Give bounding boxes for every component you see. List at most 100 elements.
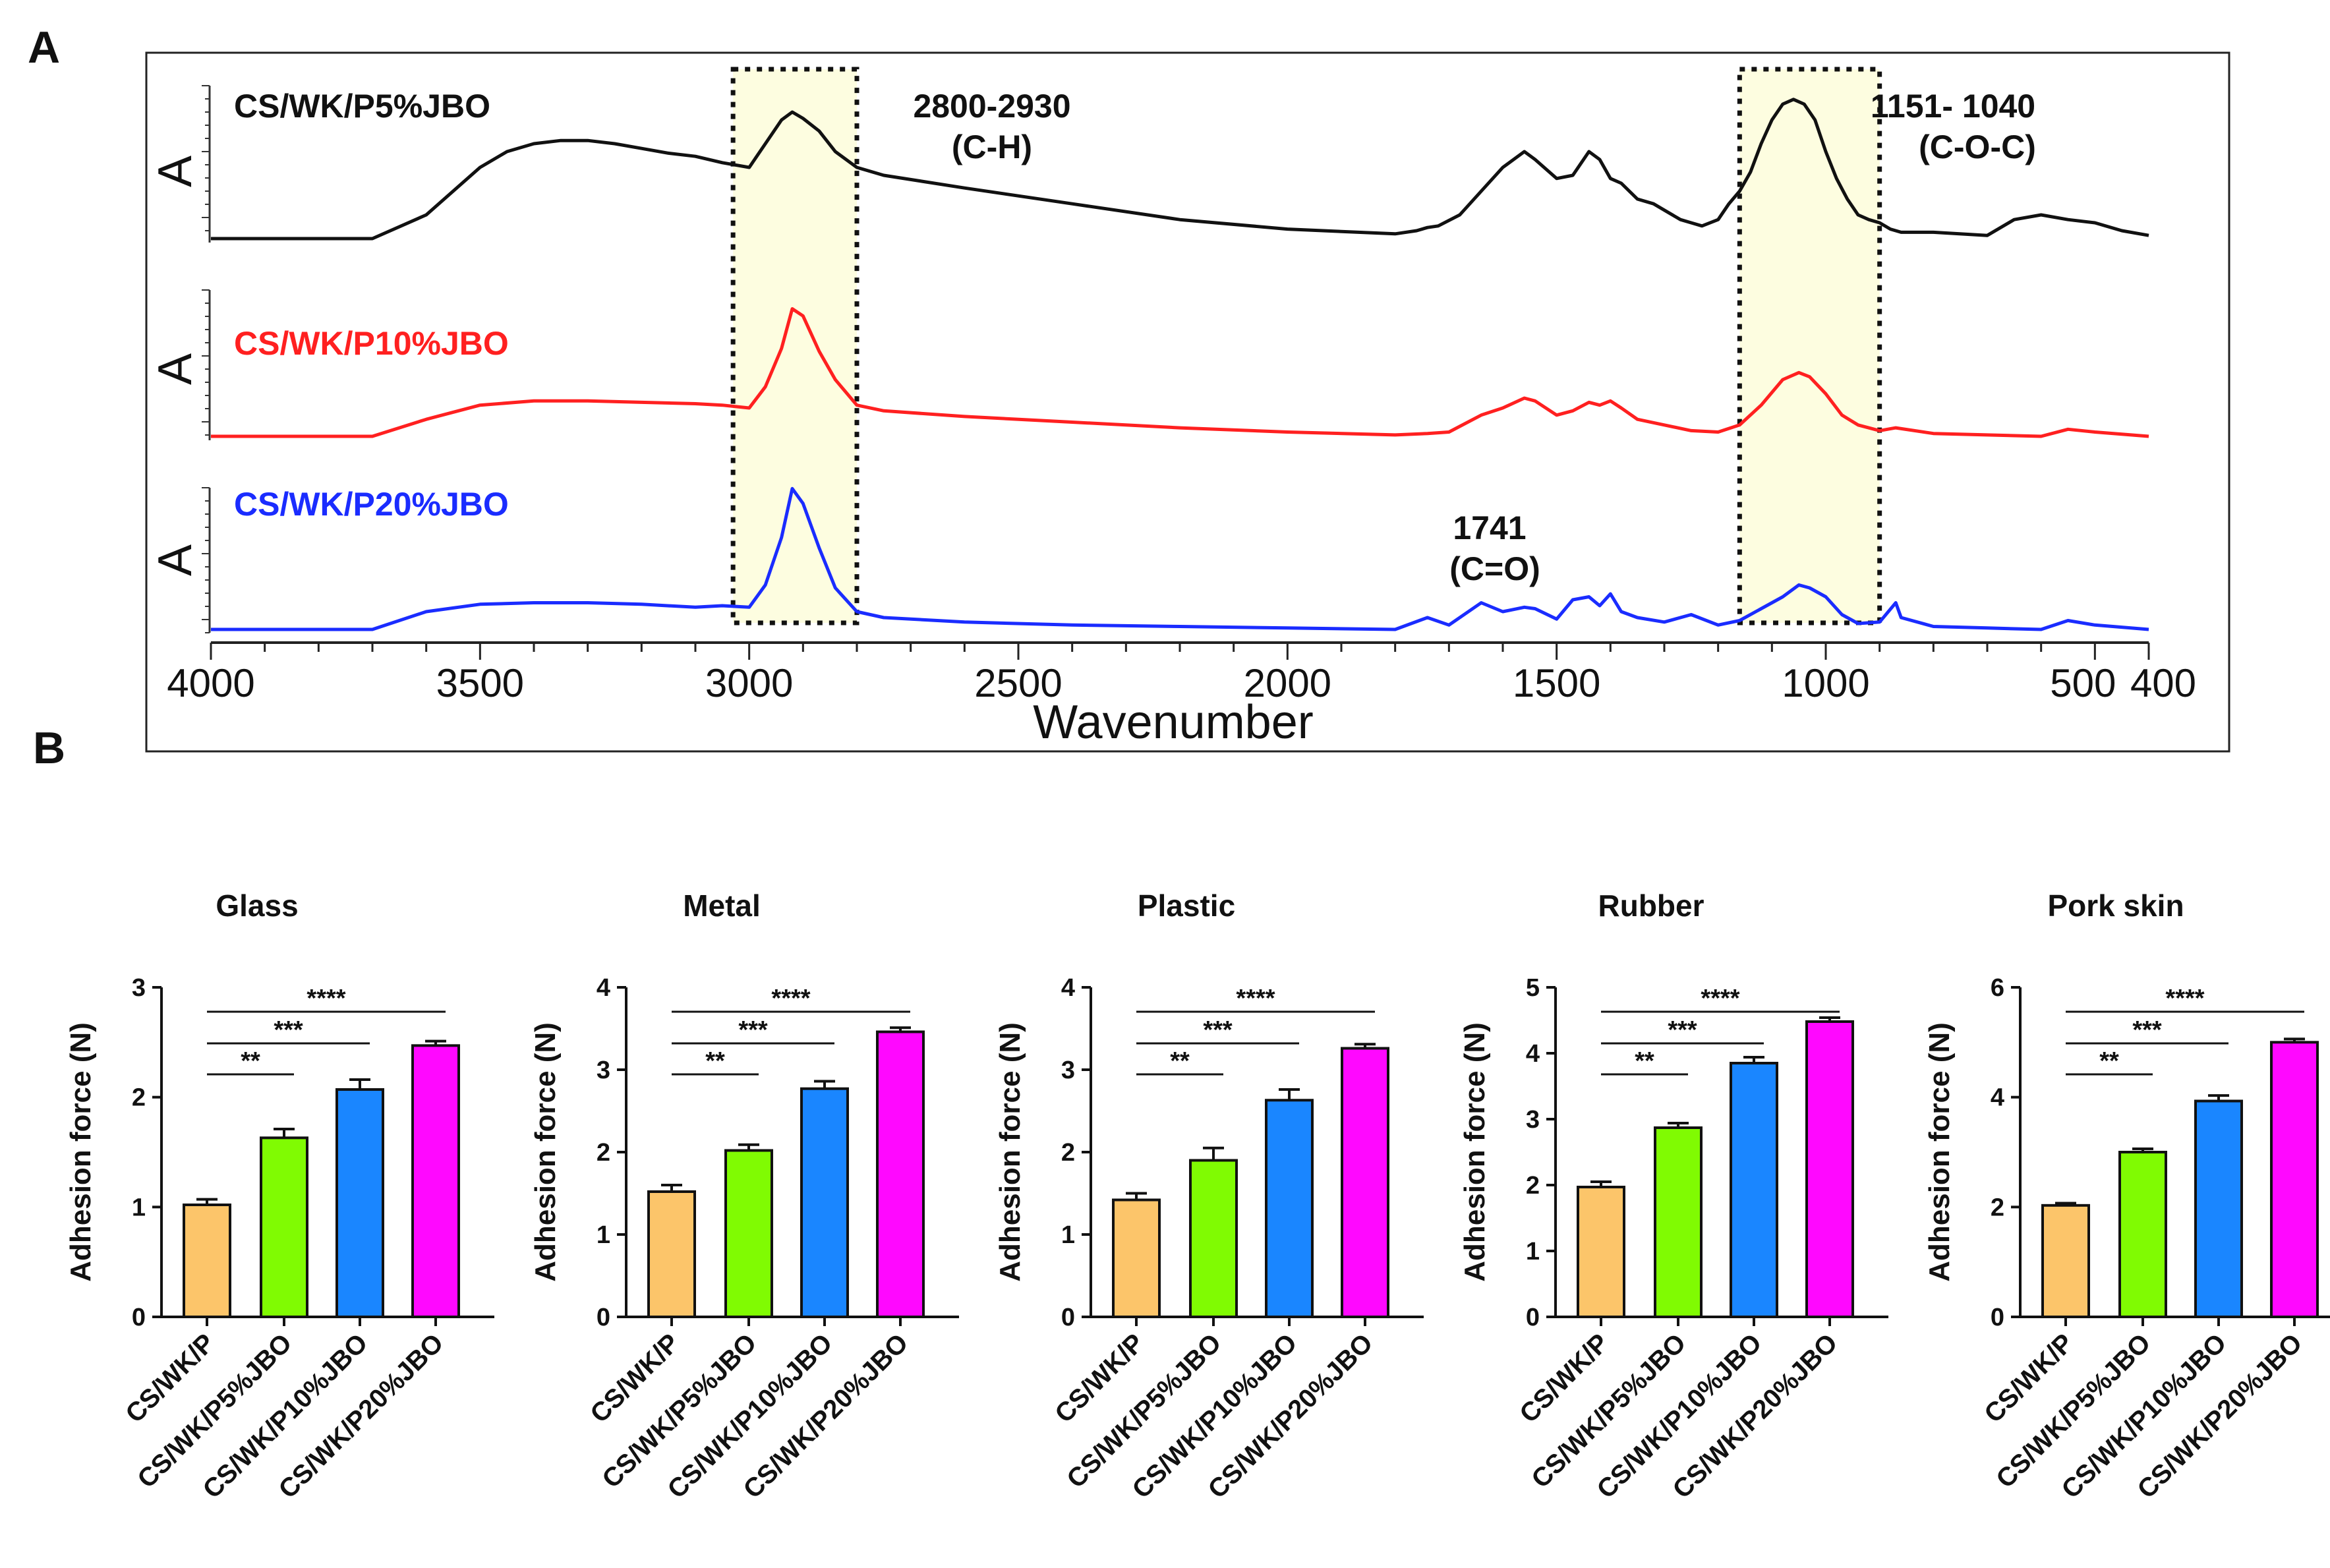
bar-y-tick-label: 4 — [597, 974, 610, 1002]
bar — [1730, 1062, 1778, 1318]
bar-y-tick-label: 4 — [1526, 1040, 1540, 1068]
bar — [1805, 1020, 1854, 1318]
panel-b-letter: B — [33, 723, 65, 773]
series-label-p20: CS/WK/P20%JBO — [234, 486, 509, 523]
bar-chart-title: Plastic — [1138, 888, 1235, 923]
ftir-trace-2 — [211, 307, 2149, 438]
ftir-x-tick-label: 4000 — [167, 661, 254, 705]
bar-y-tick-label: 2 — [1061, 1139, 1075, 1167]
bar-y-tick-label: 2 — [1526, 1172, 1540, 1200]
significance-label: *** — [738, 1016, 768, 1044]
bar-y-tick-label: 0 — [1526, 1304, 1540, 1331]
annotation-coc-group: (C-O-C) — [1919, 129, 2036, 165]
bar — [876, 1030, 925, 1318]
bar — [411, 1044, 460, 1319]
bar — [1654, 1126, 1703, 1318]
bar-y-tick-label: 6 — [1991, 974, 2004, 1002]
significance-label: **** — [306, 985, 345, 1012]
bar-y-label: Adhesion force (N) — [1923, 1022, 1956, 1282]
significance-label: ** — [1635, 1047, 1654, 1075]
bar-y-tick-label: 4 — [1991, 1084, 2004, 1112]
significance-label: **** — [2165, 985, 2204, 1012]
bar-y-tick-label: 0 — [1061, 1304, 1075, 1331]
significance-label: **** — [1701, 985, 1739, 1012]
bar — [1577, 1186, 1625, 1318]
ftir-x-axis: 4000 3500 3000 2500 2000 1500 1000 500 400 — [167, 641, 2196, 705]
bar — [2118, 1151, 2167, 1318]
ftir-y-label: A — [149, 544, 202, 576]
ftir-y-label: A — [149, 156, 202, 187]
bar-y-label: Adhesion force (N) — [994, 1022, 1026, 1282]
ftir-spectra — [211, 98, 2149, 631]
ftir-x-tick-label: 3500 — [436, 661, 524, 705]
bar-y-label: Adhesion force (N) — [1459, 1022, 1491, 1282]
bar — [647, 1190, 696, 1318]
annotation-co-value: 1741 — [1453, 509, 1526, 546]
bar-y-tick-label: 3 — [1061, 1057, 1075, 1084]
annotation-coc-range: 1151- 1040 — [1871, 88, 2035, 125]
bar — [724, 1149, 773, 1318]
bar-y-tick-label: 5 — [1526, 974, 1540, 1002]
ftir-x-tick-label: 2500 — [974, 661, 1062, 705]
bar-y-tick-label: 0 — [1991, 1304, 2004, 1331]
bar-y-tick-label: 2 — [597, 1139, 610, 1167]
bar-chart-title: Rubber — [1598, 888, 1704, 923]
bar-chart-title: Glass — [216, 888, 298, 923]
bar-y-tick-label: 2 — [1991, 1194, 2004, 1221]
ftir-y-label: A — [149, 353, 202, 385]
ftir-trace-1 — [211, 98, 2149, 241]
bar-y-label: Adhesion force (N) — [65, 1022, 97, 1282]
bar-y-tick-label: 3 — [132, 974, 146, 1002]
bar-chart-title: Pork skin — [2047, 888, 2184, 923]
bar — [2041, 1204, 2090, 1319]
significance-label: *** — [2132, 1016, 2162, 1044]
bar — [260, 1136, 308, 1319]
bar-y-tick-label: 2 — [132, 1084, 146, 1112]
coc-highlight-region — [1737, 67, 1882, 625]
bar-y-tick-label: 1 — [1061, 1221, 1075, 1249]
bar — [1189, 1159, 1238, 1318]
significance-label: ** — [1170, 1047, 1190, 1075]
ftir-x-tick-label: 3000 — [705, 661, 793, 705]
significance-label: ** — [705, 1047, 725, 1075]
bar-y-tick-label: 0 — [597, 1304, 610, 1331]
bar — [2270, 1041, 2319, 1319]
bar — [2194, 1099, 2243, 1318]
annotation-ch-range: 2800-2930 — [913, 88, 1070, 125]
ftir-x-tick-label: 1000 — [1782, 661, 1869, 705]
ftir-highlights — [730, 67, 1882, 625]
annotation-ch-group: (C-H) — [952, 129, 1032, 165]
significance-label: *** — [1668, 1016, 1697, 1044]
ftir-y-axes: A A A — [149, 85, 211, 633]
bar-y-tick-label: 4 — [1061, 974, 1075, 1002]
bar — [1265, 1099, 1314, 1318]
significance-label: ** — [241, 1047, 260, 1075]
bar-y-tick-label: 1 — [597, 1221, 610, 1249]
series-label-p5: CS/WK/P5%JBO — [234, 88, 490, 125]
significance-label: ** — [2099, 1047, 2119, 1075]
bar-y-tick-label: 1 — [1526, 1238, 1540, 1265]
ftir-x-tick-label: 400 — [2130, 661, 2196, 705]
significance-label: **** — [771, 985, 810, 1012]
bar — [335, 1088, 384, 1318]
bar-y-tick-label: 1 — [132, 1194, 146, 1221]
panel-a-letter: A — [28, 22, 60, 73]
ftir-frame — [145, 51, 2230, 753]
series-label-p10: CS/WK/P10%JBO — [234, 325, 509, 362]
ftir-trace-3 — [211, 486, 2149, 631]
ftir-x-tick-label: 1500 — [1513, 661, 1600, 705]
ftir-x-axis-title: Wavenumber — [1033, 696, 1314, 749]
bar — [183, 1204, 231, 1318]
bar-y-label: Adhesion force (N) — [529, 1022, 562, 1282]
ftir-x-tick-label: 2000 — [1244, 661, 1331, 705]
bar-chart-title: Metal — [683, 888, 761, 923]
significance-label: *** — [274, 1016, 303, 1044]
bar-y-tick-label: 3 — [1526, 1106, 1540, 1134]
bar — [1341, 1047, 1389, 1318]
